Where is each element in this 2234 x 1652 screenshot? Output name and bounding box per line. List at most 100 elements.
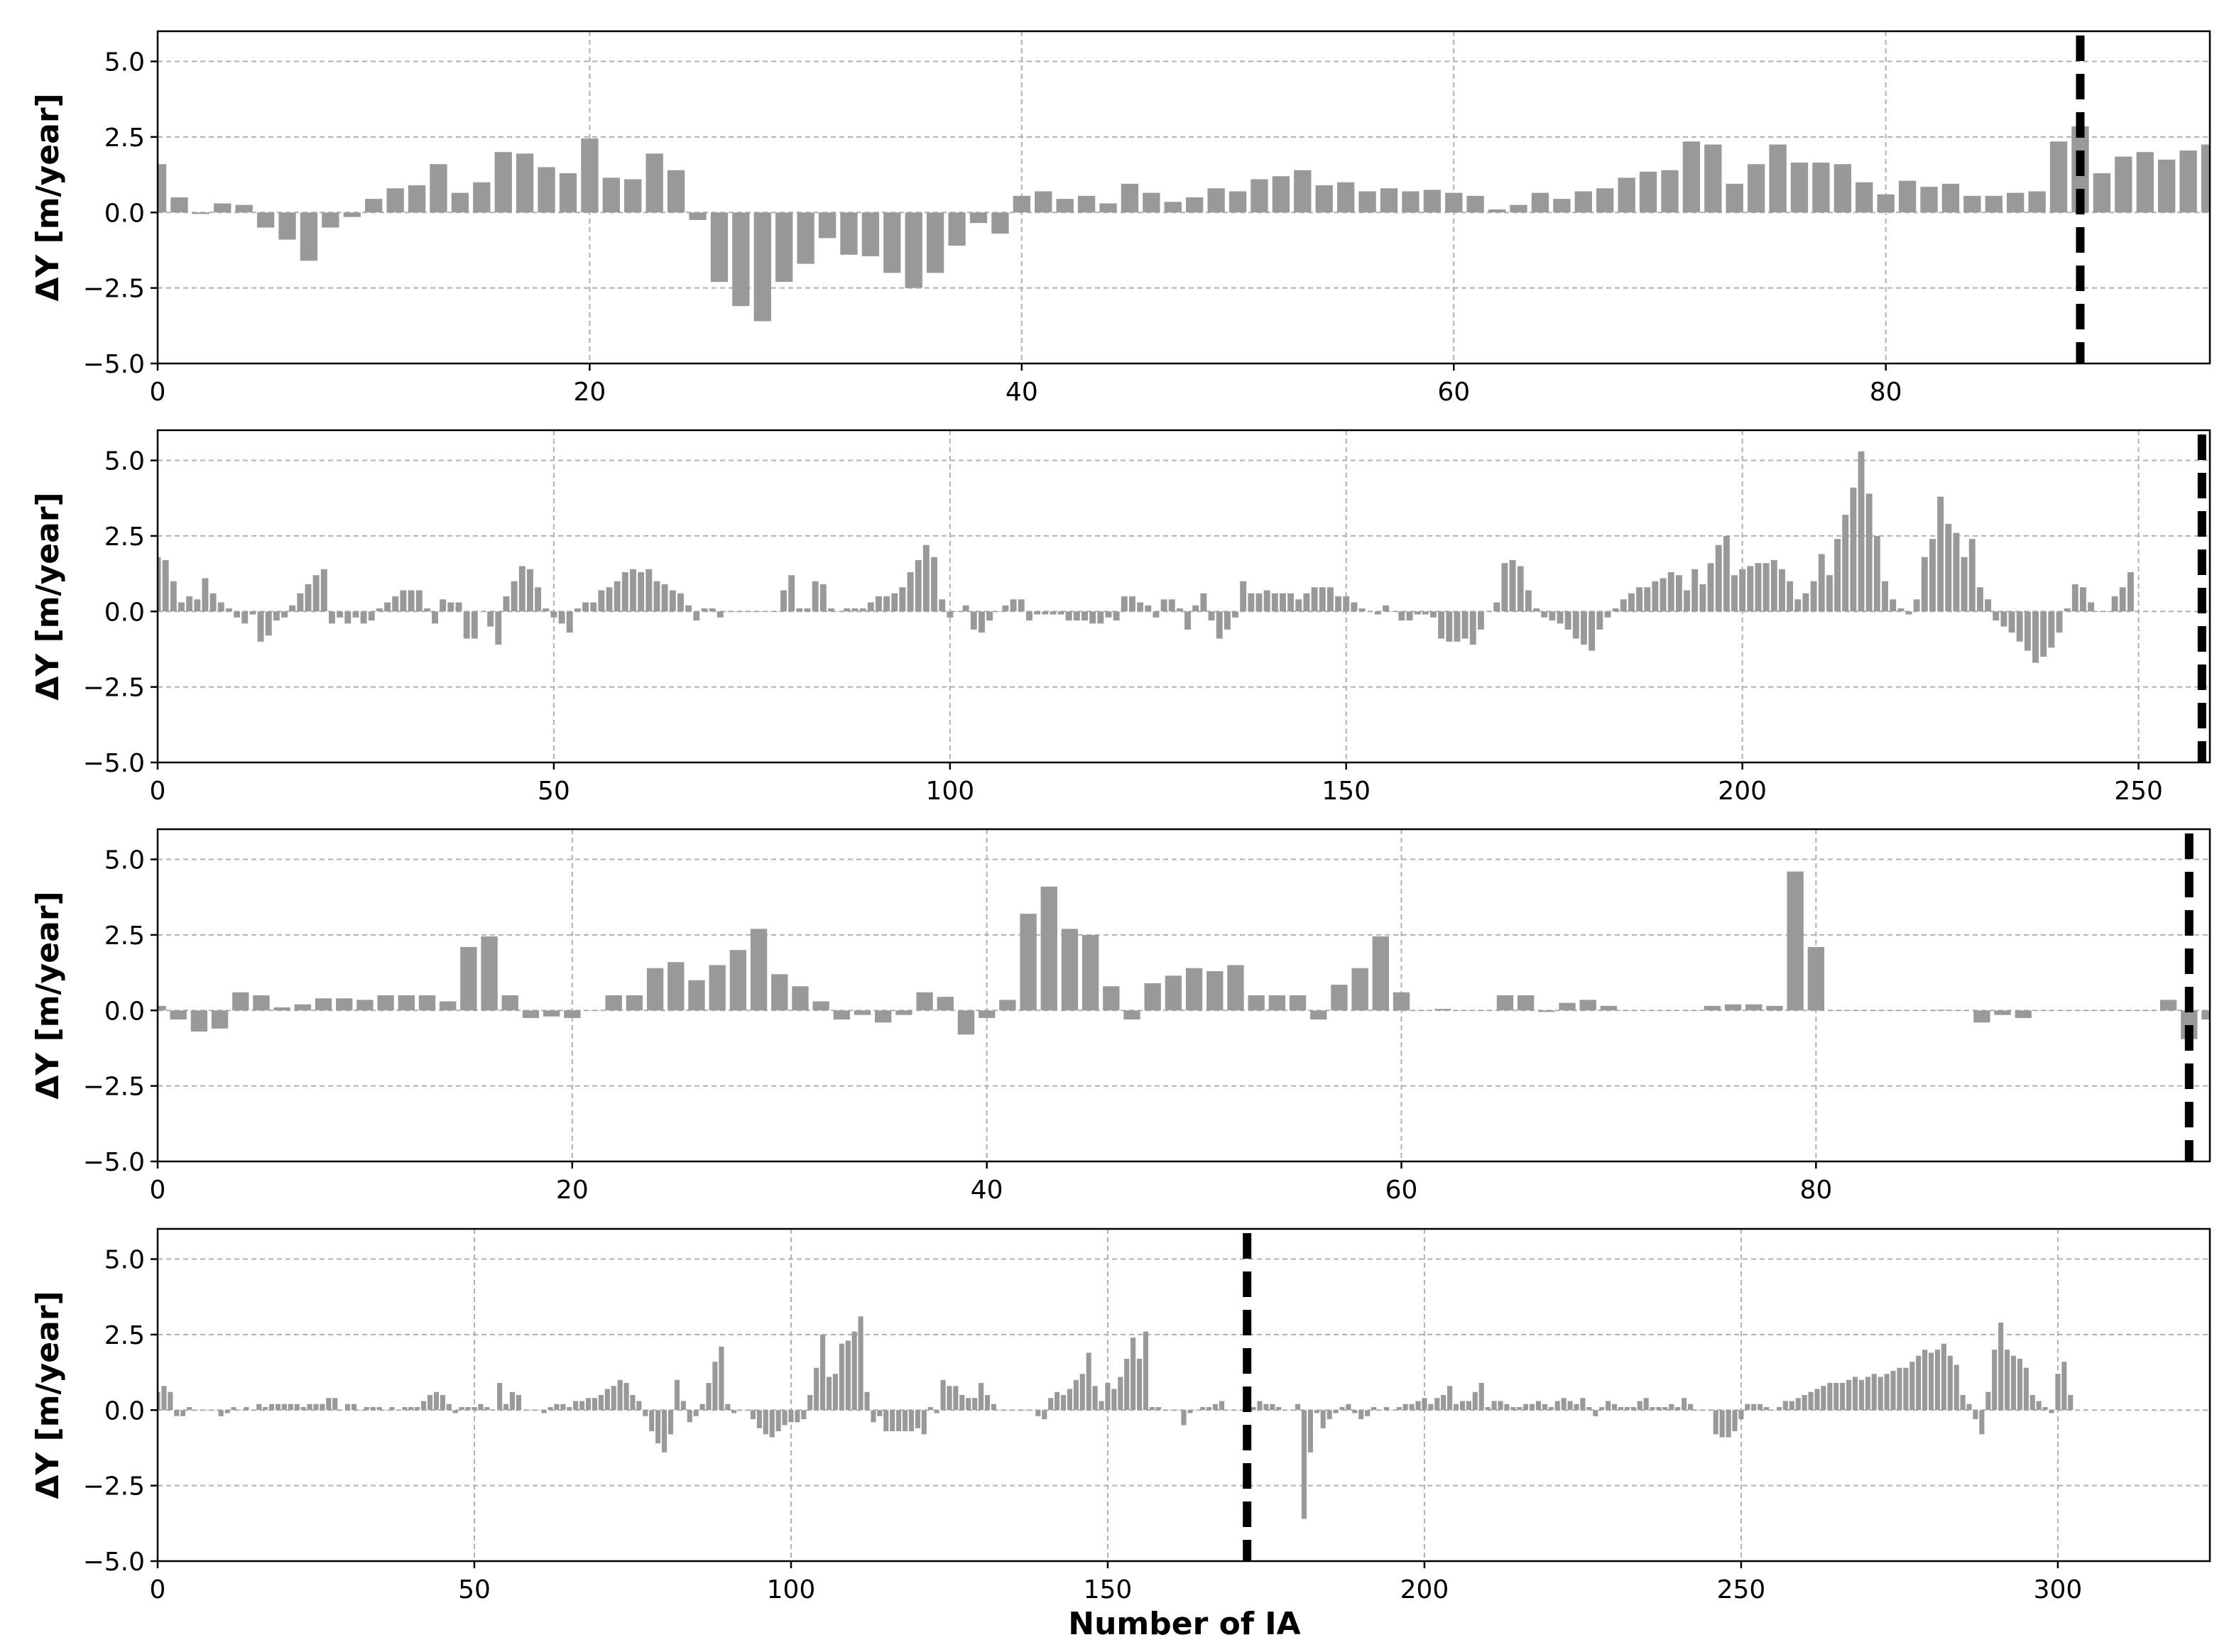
bar (1553, 199, 1571, 213)
bar (1531, 192, 1549, 213)
y-tick-label: 0.0 (104, 598, 145, 627)
x-axis-label: Number of IA (1068, 1606, 1300, 1642)
bar (1764, 1407, 1770, 1411)
bar (668, 962, 685, 1011)
bar (1295, 599, 1302, 612)
bar (1897, 608, 1905, 612)
bar (535, 587, 542, 612)
bar (687, 1410, 692, 1423)
bar (2005, 1350, 2010, 1411)
bar (883, 596, 890, 612)
bar (643, 1410, 648, 1416)
bar (1501, 563, 1508, 612)
bar (281, 611, 288, 618)
bar (1877, 194, 1895, 213)
bar (307, 1404, 312, 1411)
bar (875, 1010, 892, 1023)
bar (300, 1407, 306, 1411)
y-tick-label: 5.0 (104, 1246, 145, 1275)
bar (1652, 581, 1659, 612)
bar (796, 608, 803, 612)
bar (604, 1389, 610, 1411)
bar (368, 611, 375, 621)
bar (1445, 192, 1463, 213)
bar (606, 587, 613, 612)
bar (305, 584, 312, 612)
bar (543, 608, 550, 612)
bar (1018, 599, 1025, 612)
bar (1662, 1010, 1679, 1011)
bar (1454, 611, 1461, 642)
bar (1973, 1410, 1978, 1420)
y-tick-label: 0.0 (104, 997, 145, 1026)
bar (408, 185, 426, 213)
bar (297, 593, 304, 612)
bar (1599, 1407, 1605, 1411)
bar (1228, 191, 1247, 213)
bar (1396, 1407, 1402, 1411)
bar (1865, 1377, 1870, 1411)
bar (1688, 1404, 1694, 1411)
bar (192, 212, 210, 214)
bar (294, 1404, 300, 1411)
bar (1675, 575, 1682, 612)
bar (1282, 1410, 1288, 1411)
bar (1630, 1407, 1636, 1411)
bar (384, 602, 391, 612)
bar (1890, 599, 1897, 612)
bar (1225, 1410, 1231, 1411)
bar (1213, 1404, 1219, 1411)
bar (1699, 584, 1706, 612)
bar (313, 1404, 319, 1411)
bar (566, 611, 573, 633)
bar (459, 1407, 464, 1411)
bar (1326, 1410, 1332, 1420)
bar (833, 1010, 851, 1020)
bar (190, 1010, 208, 1032)
bar (1335, 596, 1342, 612)
bar (472, 1407, 477, 1411)
bar (1611, 1404, 1618, 1411)
bar (890, 1410, 895, 1432)
bar (440, 599, 447, 612)
bar (564, 1010, 581, 1018)
bar (364, 1407, 369, 1411)
bar (170, 1010, 187, 1020)
bar (232, 992, 249, 1011)
bar (1216, 611, 1223, 639)
bar (986, 611, 993, 621)
bar (257, 611, 264, 642)
bar (1807, 946, 1825, 1011)
bar (1010, 599, 1017, 612)
bar (1787, 871, 1804, 1011)
bar (1782, 1401, 1788, 1411)
bar (979, 1010, 996, 1018)
bar (1732, 1410, 1738, 1432)
bar (1747, 566, 1754, 612)
bar (465, 1407, 471, 1411)
bar (460, 946, 477, 1011)
bar (859, 608, 866, 612)
bar (1849, 1010, 1866, 1011)
bar (2007, 192, 2025, 213)
bar (1941, 1343, 1946, 1411)
bar (2061, 1362, 2067, 1411)
bar (875, 596, 882, 612)
bar (636, 1401, 642, 1411)
bar (2139, 1010, 2157, 1011)
bar (1612, 608, 1619, 612)
bar (558, 611, 565, 624)
bar (598, 590, 605, 612)
bar (1200, 593, 1207, 612)
bar (1303, 593, 1310, 612)
bar (1909, 1362, 1915, 1411)
bar (320, 1404, 325, 1411)
bar (1186, 197, 1204, 213)
bar (1827, 1382, 1833, 1411)
bar (1422, 611, 1429, 615)
bar (1002, 605, 1009, 612)
bar (2055, 1374, 2061, 1411)
bar (582, 602, 589, 612)
bar (224, 1410, 230, 1413)
bar (312, 575, 320, 612)
